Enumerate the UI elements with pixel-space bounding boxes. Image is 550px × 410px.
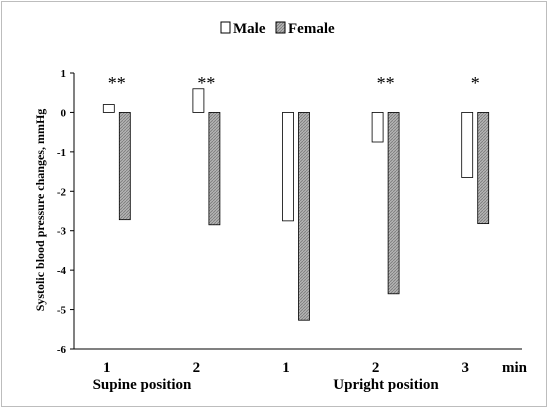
x-tick-labels: 1 2 1 2 3	[103, 360, 469, 376]
bars	[102, 88, 490, 321]
y-tick-label: -5	[57, 305, 67, 317]
bar-female-5	[477, 112, 490, 225]
group-label-supine: Supine position	[93, 377, 192, 393]
y-tick-label: 1	[61, 68, 67, 80]
x-tick-label: 2	[193, 360, 201, 376]
bar-male-3	[282, 112, 294, 222]
legend-swatch-male	[220, 21, 231, 34]
significance-mark: **	[108, 73, 126, 93]
legend-label-male: Male	[233, 21, 266, 37]
legend: Male Female	[220, 21, 335, 37]
y-tick-label: -4	[57, 265, 67, 277]
bar-male-5	[461, 112, 474, 178]
bar-male-2	[192, 88, 205, 113]
significance-marks: ** ** ** *	[108, 73, 480, 93]
x-tick-label: 1	[282, 360, 290, 376]
y-tick-label: -1	[57, 147, 66, 159]
y-tick-label: -2	[57, 186, 67, 198]
significance-mark: **	[377, 73, 395, 93]
group-label-upright: Upright position	[333, 377, 439, 393]
x-unit-label: min	[502, 360, 528, 376]
y-tick-label: -3	[57, 226, 67, 238]
x-tick-label: 3	[461, 360, 469, 376]
y-axis-label: Systolic blood pressure changes, mmHg	[33, 109, 47, 312]
y-ticks: 1 0 -1 -2 -3 -4 -5 -6	[57, 68, 74, 356]
legend-swatch-female	[275, 21, 286, 34]
bar-female-1	[118, 112, 131, 221]
bar-male-1	[102, 104, 115, 113]
y-tick-label: 0	[61, 107, 67, 119]
x-tick-label: 2	[372, 360, 380, 376]
bar-female-2	[208, 112, 221, 226]
significance-mark: **	[197, 73, 215, 93]
bar-male-4	[371, 112, 384, 143]
x-tick-label: 1	[103, 360, 111, 376]
bar-female-3	[298, 112, 310, 321]
significance-mark: *	[471, 73, 480, 93]
y-tick-label: -6	[57, 344, 67, 356]
bar-female-4	[387, 112, 400, 295]
legend-label-female: Female	[288, 21, 335, 37]
